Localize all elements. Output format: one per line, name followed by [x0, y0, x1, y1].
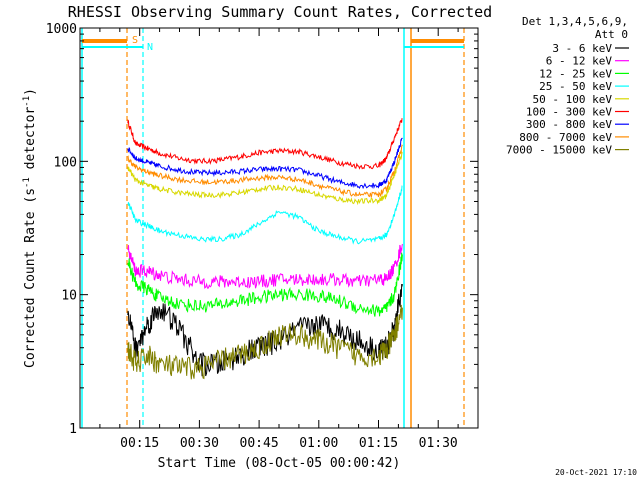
night-bar-right [404, 46, 464, 48]
series-line-8 [127, 304, 403, 380]
x-tick-label: 00:15 [120, 436, 159, 451]
legend-attenuator: Att 0 [595, 28, 628, 41]
x-axis-label: Start Time (08-Oct-05 00:00:42) [158, 456, 401, 471]
legend-label: 100 - 300 keV [526, 106, 612, 119]
series-line-4 [127, 185, 403, 245]
annotation-s: S [132, 35, 138, 46]
series-line-5 [127, 243, 403, 289]
x-tick-label: 00:30 [180, 436, 219, 451]
legend-label: 800 - 7000 keV [519, 131, 612, 144]
legend-label: 12 - 25 keV [539, 67, 612, 80]
annotation-n: N [147, 42, 153, 53]
series-line-0 [127, 117, 403, 170]
x-tick-label: 01:15 [359, 436, 398, 451]
y-tick-label: 1 [69, 422, 77, 437]
legend-label: 25 - 50 keV [539, 80, 612, 93]
chart-title: RHESSI Observing Summary Count Rates, Co… [68, 3, 492, 21]
series-line-1 [127, 137, 403, 190]
legend-label: 50 - 100 keV [533, 93, 613, 106]
legend-label: 300 - 800 keV [526, 118, 612, 131]
y-tick-label: 10 [61, 289, 77, 304]
y-tick-label: 1000 [46, 22, 77, 37]
x-tick-label: 01:00 [299, 436, 338, 451]
date-stamp: 20-Oct-2021 17:10 [555, 468, 637, 477]
y-axis-label: Corrected Count Rate (s-1 detector-1) [22, 88, 38, 368]
legend-header: Det 1,3,4,5,6,9, [522, 15, 628, 28]
legend-label: 7000 - 15000 keV [506, 144, 612, 157]
series-line-3 [127, 151, 403, 206]
y-tick-label: 100 [54, 155, 77, 170]
saa-bar-left [82, 39, 127, 43]
x-tick-label: 00:45 [240, 436, 279, 451]
night-bar-left [82, 46, 143, 48]
x-tick-label: 01:30 [419, 436, 458, 451]
series-line-2 [127, 143, 403, 198]
saa-bar-right [411, 39, 464, 43]
legend-label: 3 - 6 keV [552, 42, 612, 55]
legend-label: 6 - 12 keV [546, 55, 613, 68]
series-line-6 [127, 252, 403, 317]
